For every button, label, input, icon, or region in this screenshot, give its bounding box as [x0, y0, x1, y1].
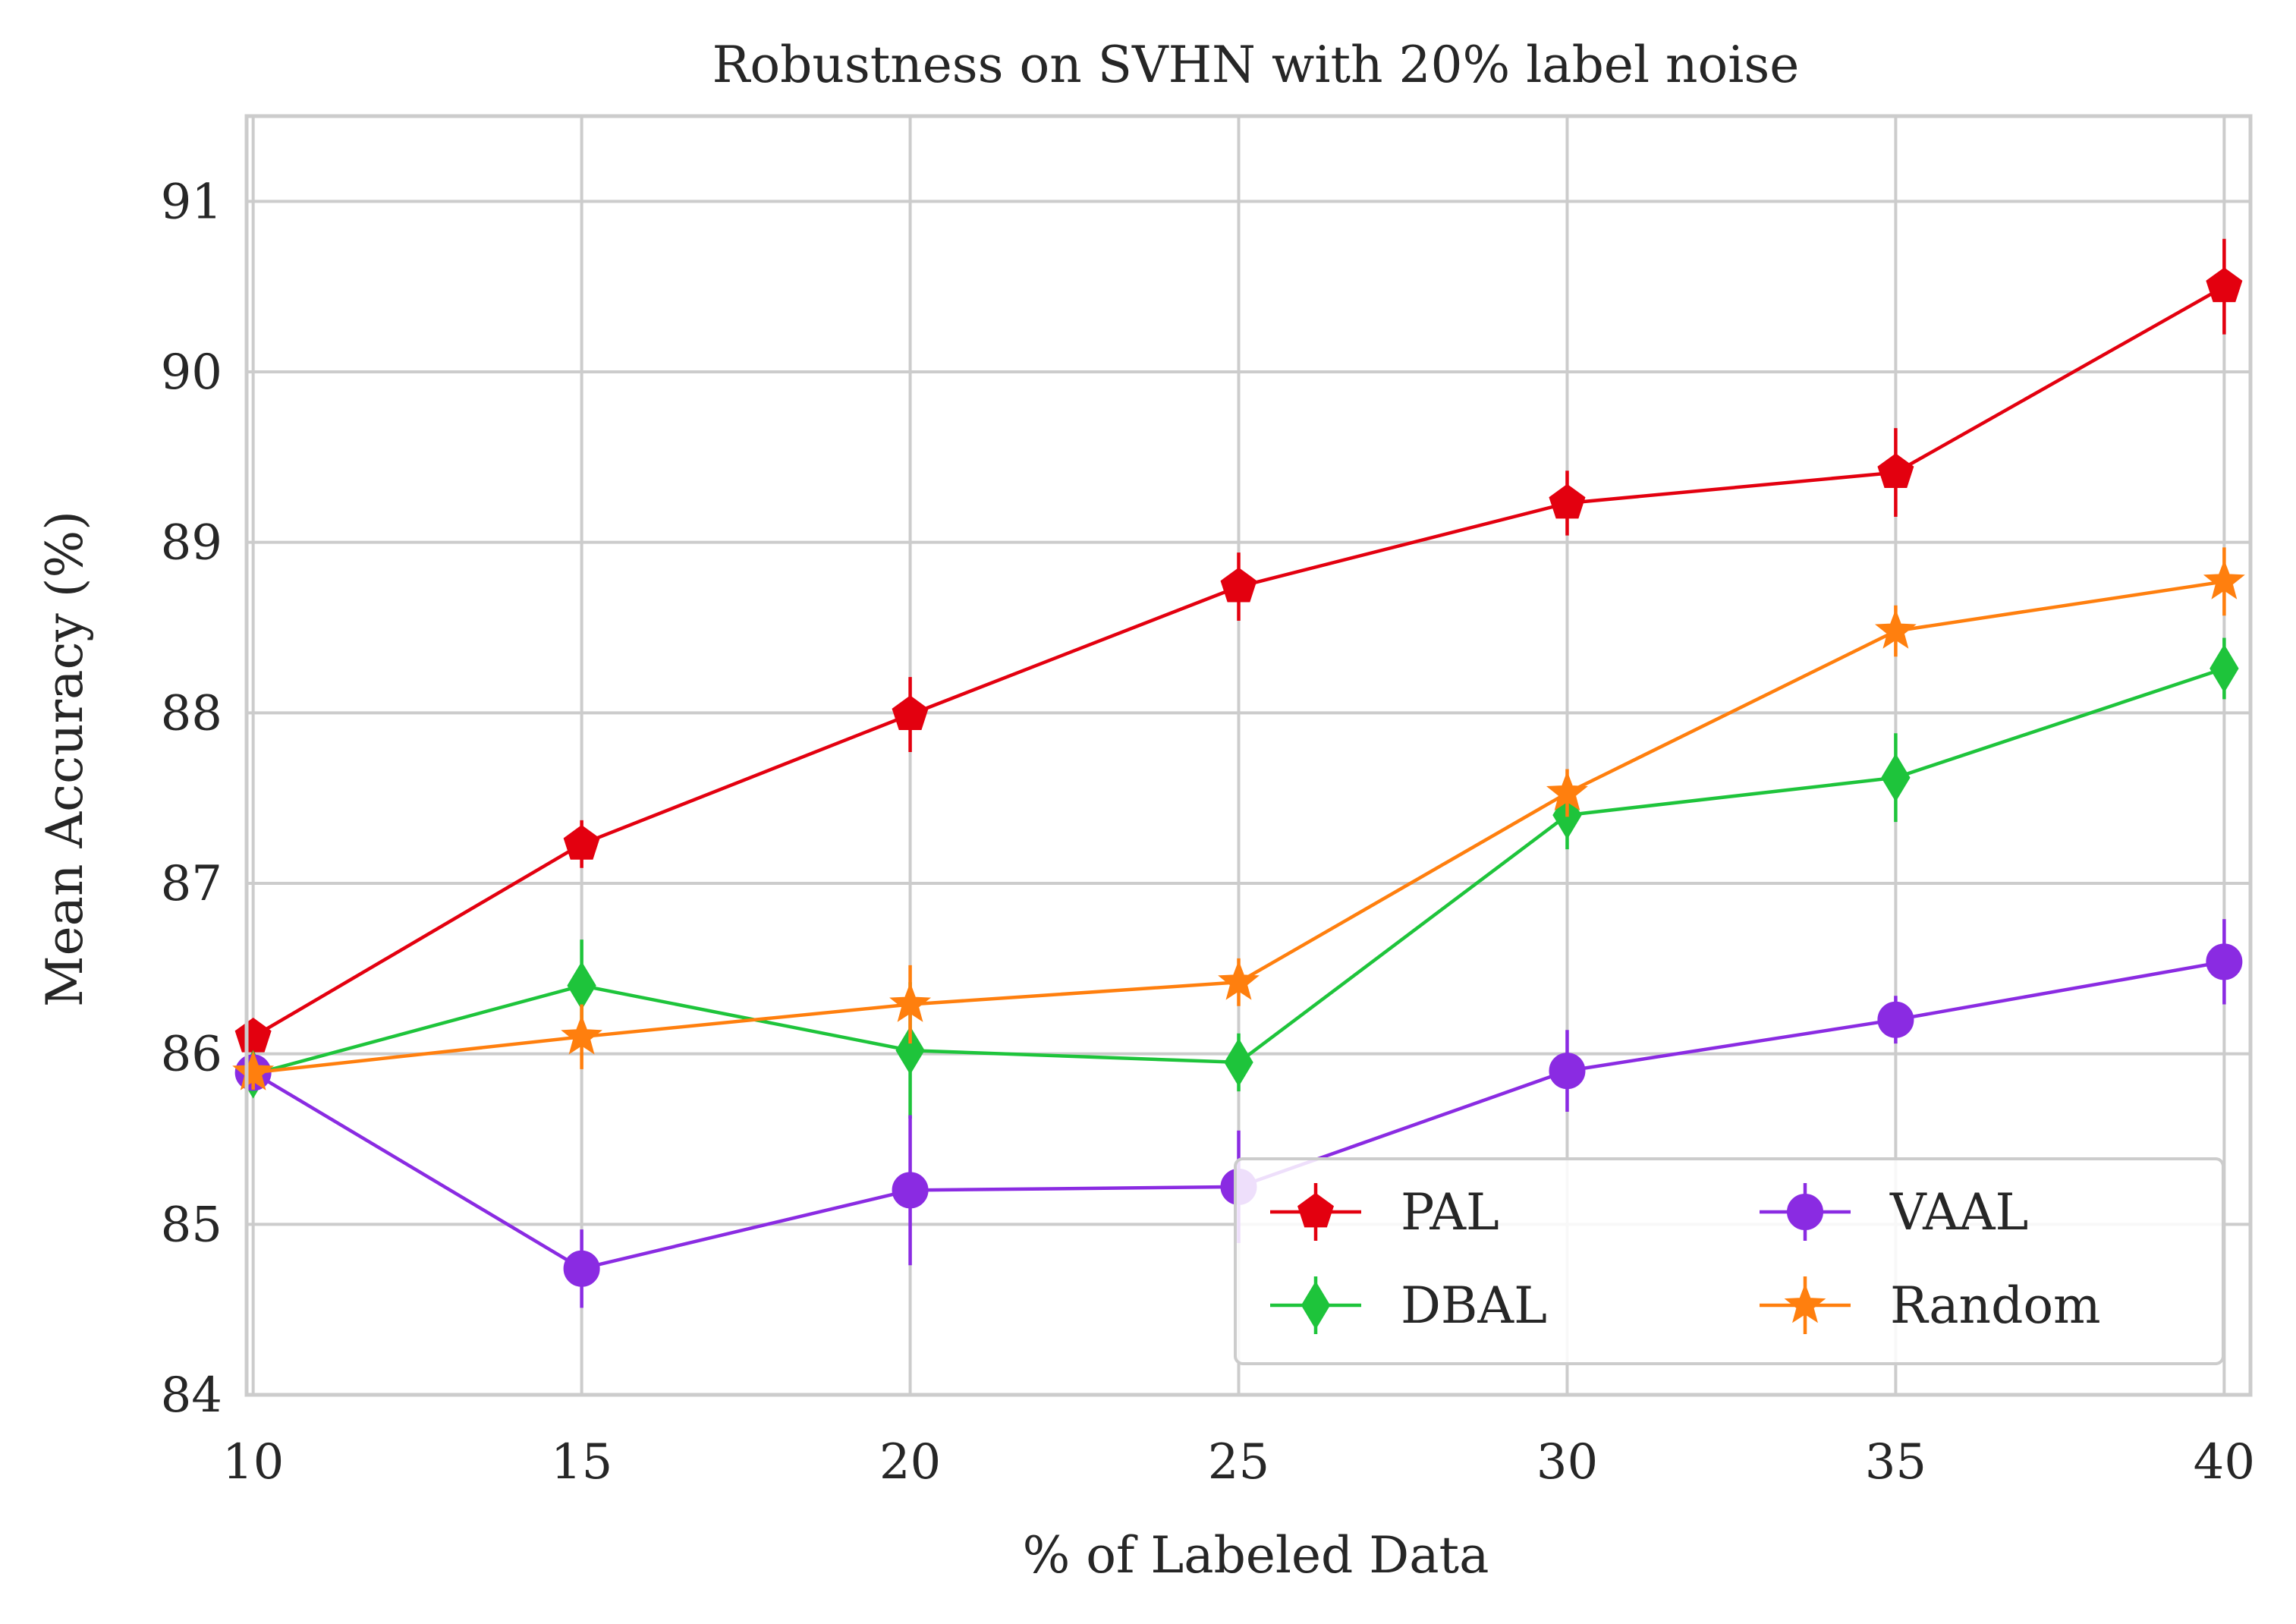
data-point-dbal-20: [895, 1026, 925, 1075]
data-point-random-15: [561, 1015, 602, 1055]
data-point-random-25: [1218, 960, 1260, 1000]
legend-item-pal: PAL: [1270, 1183, 1499, 1242]
x-tick-label-10: 10: [222, 1434, 284, 1490]
data-point-random-30: [1546, 771, 1588, 811]
legend-label-random: Random: [1890, 1276, 2101, 1335]
legend-label-vaal: VAAL: [1889, 1183, 2028, 1242]
data-point-dbal-35: [1881, 753, 1911, 802]
data-point-pal-20: [892, 695, 929, 730]
x-tick-label-15: 15: [551, 1434, 612, 1490]
data-point-random-40: [2203, 559, 2245, 600]
plot-frame: [244, 114, 2253, 1397]
x-tick-label-30: 30: [1536, 1434, 1598, 1490]
series-layer: [232, 238, 2245, 1308]
data-point-vaal-20: [892, 1172, 929, 1209]
legend: PAL DBAL VAAL Random: [1234, 1157, 2225, 1365]
x-tick-label-40: 40: [2194, 1434, 2255, 1490]
y-tick-label-85: 85: [161, 1197, 222, 1253]
y-tick-label-86: 86: [161, 1027, 222, 1083]
data-point-pal-40: [2206, 267, 2243, 303]
x-axis-label: % of Labeled Data: [1023, 1526, 1489, 1585]
y-tick-label-89: 89: [161, 515, 222, 571]
x-tick-label-35: 35: [1865, 1434, 1926, 1490]
y-tick-label-90: 90: [161, 345, 222, 401]
y-tick-label-87: 87: [161, 856, 222, 912]
data-point-vaal-35: [1877, 1001, 1914, 1038]
data-point-pal-25: [1220, 567, 1257, 603]
data-point-pal-15: [563, 825, 600, 860]
data-point-random-10: [232, 1050, 275, 1091]
x-tick-label-20: 20: [879, 1434, 941, 1490]
data-point-random-20: [889, 982, 931, 1022]
data-point-vaal-40: [2206, 943, 2243, 980]
legend-marker-vaal: [1787, 1194, 1823, 1230]
legend-box: [1234, 1157, 2225, 1365]
y-axis-label: Mean Accuracy (%): [36, 511, 94, 1007]
tick-labels: 10 15 20 25 30 35 40 84 85 86 87 88 89 90 91: [161, 174, 2256, 1490]
legend-item-dbal: DBAL: [1270, 1276, 1547, 1335]
data-point-random-35: [1875, 609, 1917, 649]
data-point-pal-35: [1877, 453, 1914, 488]
x-tick-label-25: 25: [1208, 1434, 1269, 1490]
data-point-vaal-30: [1549, 1053, 1586, 1090]
series-random: [232, 547, 2245, 1091]
data-point-pal-30: [1549, 483, 1586, 519]
data-point-dbal-25: [1224, 1037, 1253, 1087]
y-tick-label-91: 91: [161, 174, 222, 230]
data-point-dbal-40: [2210, 644, 2239, 693]
legend-marker-dbal: [1301, 1281, 1331, 1330]
legend-label-dbal: DBAL: [1401, 1276, 1547, 1335]
legend-item-random: Random: [1760, 1276, 2101, 1335]
legend-label-pal: PAL: [1401, 1183, 1499, 1242]
legend-marker-random: [1784, 1283, 1826, 1323]
series-pal: [234, 238, 2243, 1054]
chart-title: Robustness on SVHN with 20% label noise: [712, 36, 1800, 94]
y-tick-label-88: 88: [161, 685, 222, 741]
legend-marker-pal: [1297, 1192, 1334, 1228]
data-point-vaal-15: [563, 1250, 600, 1287]
legend-item-vaal: VAAL: [1760, 1183, 2028, 1242]
y-tick-label-84: 84: [161, 1367, 222, 1424]
